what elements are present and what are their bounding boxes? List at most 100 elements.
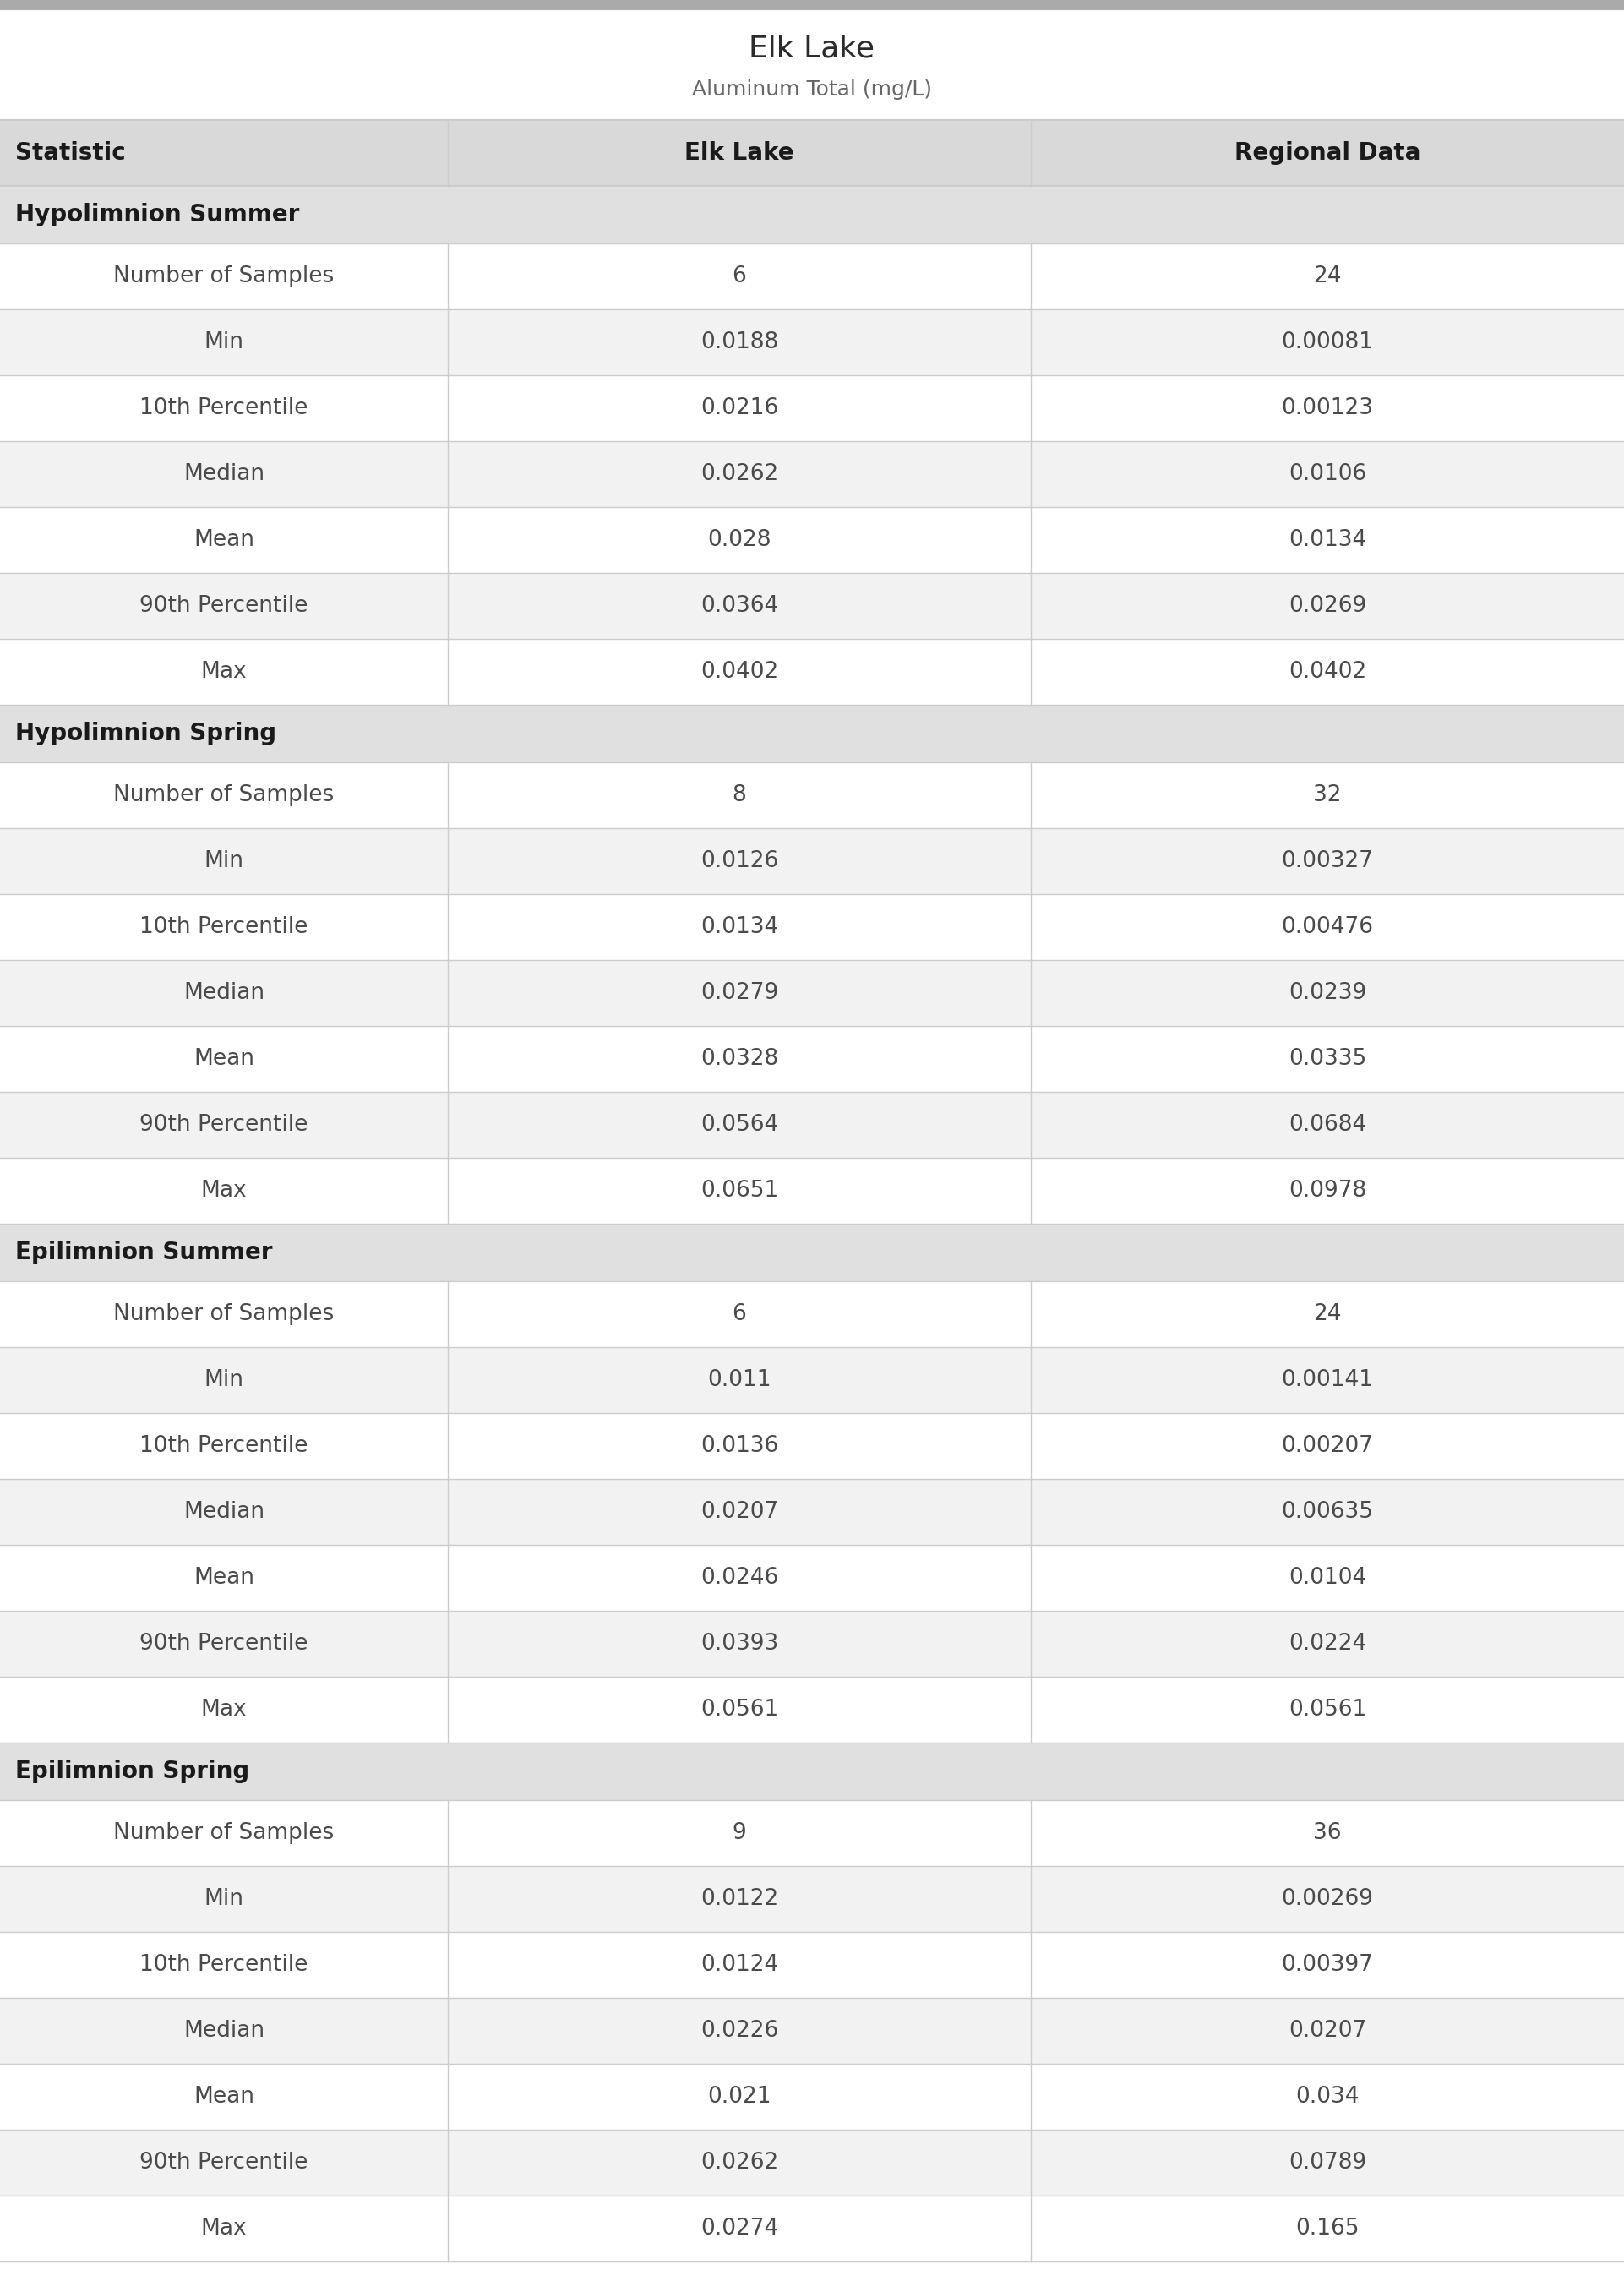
Text: 0.0124: 0.0124	[700, 1954, 778, 1975]
Text: 0.034: 0.034	[1296, 2086, 1359, 2109]
Text: 0.00269: 0.00269	[1281, 1889, 1374, 1909]
Bar	[0, 1800, 1624, 1866]
Bar	[0, 638, 1624, 704]
Bar	[0, 1546, 1624, 1612]
Text: 90th Percentile: 90th Percentile	[140, 1115, 309, 1135]
Text: 36: 36	[1314, 1823, 1341, 1843]
Text: 90th Percentile: 90th Percentile	[140, 1632, 309, 1655]
Text: 0.0561: 0.0561	[1288, 1698, 1366, 1721]
Text: Max: Max	[201, 661, 247, 683]
Bar	[0, 309, 1624, 375]
Text: Number of Samples: Number of Samples	[114, 1823, 335, 1843]
Text: 0.00327: 0.00327	[1281, 851, 1374, 872]
Text: 10th Percentile: 10th Percentile	[140, 397, 309, 420]
Bar	[0, 1932, 1624, 1998]
Text: 6: 6	[732, 266, 747, 288]
Bar	[0, 1412, 1624, 1480]
Text: 24: 24	[1314, 1303, 1341, 1326]
Text: 0.0207: 0.0207	[1288, 2020, 1366, 2041]
Text: 0.00207: 0.00207	[1281, 1435, 1374, 1457]
Text: 0.0226: 0.0226	[700, 2020, 778, 2041]
Bar	[0, 375, 1624, 440]
Text: 10th Percentile: 10th Percentile	[140, 917, 309, 938]
Text: 0.0364: 0.0364	[700, 595, 778, 617]
Bar	[0, 572, 1624, 638]
Bar	[0, 704, 1624, 763]
Bar	[0, 1026, 1624, 1092]
Text: 0.0651: 0.0651	[700, 1180, 778, 1201]
Text: 24: 24	[1314, 266, 1341, 288]
Text: Median: Median	[184, 463, 265, 486]
Text: Min: Min	[205, 1889, 244, 1909]
Bar	[0, 120, 1624, 186]
Text: 0.0978: 0.0978	[1288, 1180, 1366, 1201]
Bar	[0, 894, 1624, 960]
Text: 0.0224: 0.0224	[1288, 1632, 1366, 1655]
Bar	[0, 1092, 1624, 1158]
Text: Max: Max	[201, 2218, 247, 2240]
Bar	[0, 2129, 1624, 2195]
Text: Epilimnion Spring: Epilimnion Spring	[15, 1759, 250, 1784]
Text: Statistic: Statistic	[15, 141, 125, 166]
Text: 0.0335: 0.0335	[1288, 1049, 1366, 1069]
Text: 0.0684: 0.0684	[1288, 1115, 1366, 1135]
Text: Median: Median	[184, 1500, 265, 1523]
Text: Max: Max	[201, 1698, 247, 1721]
Bar	[0, 506, 1624, 572]
Text: 10th Percentile: 10th Percentile	[140, 1435, 309, 1457]
Bar	[0, 1743, 1624, 1800]
Bar	[0, 186, 1624, 243]
Text: 0.0134: 0.0134	[1288, 529, 1366, 552]
Text: Mean: Mean	[193, 1566, 255, 1589]
Text: 0.028: 0.028	[708, 529, 771, 552]
Text: 0.0328: 0.0328	[700, 1049, 778, 1069]
Bar	[0, 2195, 1624, 2261]
Bar	[0, 960, 1624, 1026]
Bar	[0, 1998, 1624, 2063]
Text: Mean: Mean	[193, 2086, 255, 2109]
Text: 0.0104: 0.0104	[1288, 1566, 1366, 1589]
Text: Mean: Mean	[193, 1049, 255, 1069]
Text: 0.0269: 0.0269	[1288, 595, 1366, 617]
Text: 0.0393: 0.0393	[700, 1632, 778, 1655]
Text: 0.00081: 0.00081	[1281, 331, 1374, 354]
Text: 0.021: 0.021	[708, 2086, 771, 2109]
Text: 0.165: 0.165	[1296, 2218, 1359, 2240]
Text: 0.0279: 0.0279	[700, 983, 778, 1003]
Bar	[0, 1224, 1624, 1280]
Bar	[0, 440, 1624, 506]
Bar	[0, 1280, 1624, 1346]
Text: Median: Median	[184, 983, 265, 1003]
Text: Min: Min	[205, 331, 244, 354]
Bar	[0, 1346, 1624, 1412]
Text: 0.0207: 0.0207	[700, 1500, 778, 1523]
Text: 0.0122: 0.0122	[700, 1889, 778, 1909]
Bar	[0, 243, 1624, 309]
Bar	[0, 829, 1624, 894]
Bar	[0, 763, 1624, 829]
Bar	[0, 1612, 1624, 1678]
Bar	[0, 1158, 1624, 1224]
Text: 0.011: 0.011	[708, 1369, 771, 1392]
Text: Number of Samples: Number of Samples	[114, 266, 335, 288]
Text: Elk Lake: Elk Lake	[685, 141, 794, 166]
Text: 90th Percentile: 90th Percentile	[140, 595, 309, 617]
Text: 0.00123: 0.00123	[1281, 397, 1374, 420]
Text: Max: Max	[201, 1180, 247, 1201]
Text: Median: Median	[184, 2020, 265, 2041]
Text: 0.0188: 0.0188	[700, 331, 778, 354]
Text: Number of Samples: Number of Samples	[114, 1303, 335, 1326]
Text: Mean: Mean	[193, 529, 255, 552]
Text: 0.00635: 0.00635	[1281, 1500, 1374, 1523]
Text: 0.0216: 0.0216	[700, 397, 778, 420]
Text: 0.0126: 0.0126	[700, 851, 778, 872]
Text: Hypolimnion Spring: Hypolimnion Spring	[15, 722, 276, 745]
Text: 0.0136: 0.0136	[700, 1435, 778, 1457]
Text: Hypolimnion Summer: Hypolimnion Summer	[15, 202, 299, 227]
Text: 0.00476: 0.00476	[1281, 917, 1374, 938]
Text: 10th Percentile: 10th Percentile	[140, 1954, 309, 1975]
Bar	[0, 1866, 1624, 1932]
Text: Number of Samples: Number of Samples	[114, 783, 335, 806]
Text: Regional Data: Regional Data	[1234, 141, 1421, 166]
Bar	[0, 1678, 1624, 1743]
